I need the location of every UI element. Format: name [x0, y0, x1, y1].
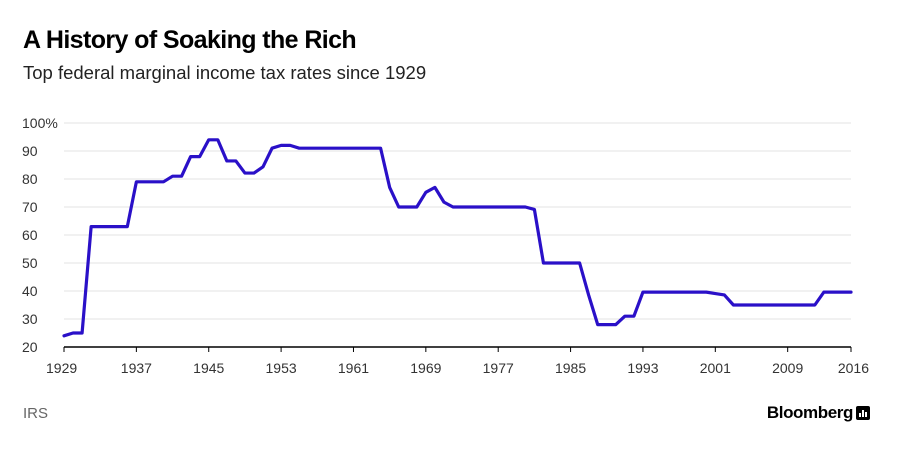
y-tick-label: 100% — [22, 115, 58, 131]
y-axis-labels: 20 30 40 50 60 70 80 90 100% — [22, 115, 58, 355]
series-line — [62, 138, 853, 338]
chart-subtitle: Top federal marginal income tax rates si… — [23, 62, 427, 83]
y-tick-label: 20 — [22, 339, 38, 355]
x-tick-label: 1977 — [483, 360, 514, 376]
x-tick-label: 1969 — [410, 360, 441, 376]
x-axis: 1929 1937 1945 1953 1961 1969 1977 1985 1993 2001… — [46, 346, 869, 376]
x-tick-label: 1945 — [193, 360, 224, 376]
x-tick-label: 1961 — [338, 360, 369, 376]
series-line-layer — [62, 138, 853, 338]
chart-title: A History of Soaking the Rich — [23, 26, 357, 54]
x-tick-label: 2016 — [838, 360, 869, 376]
y-tick-label: 40 — [22, 283, 38, 299]
y-tick-label: 90 — [22, 143, 38, 159]
gridlines — [64, 122, 851, 320]
y-tick-label: 30 — [22, 311, 38, 327]
y-tick-label: 70 — [22, 199, 38, 215]
x-tick-label: 2009 — [772, 360, 803, 376]
brand-name: Bloomberg — [766, 403, 854, 422]
x-tick-label: 1929 — [46, 360, 77, 376]
y-tick-label: 60 — [22, 227, 38, 243]
x-tick-label: 1937 — [121, 360, 152, 376]
x-tick-label: 2001 — [700, 360, 731, 376]
x-tick-label: 1985 — [555, 360, 586, 376]
y-tick-label: 50 — [22, 255, 38, 271]
bloomberg-logo: Bloomberg — [767, 403, 870, 423]
bloomberg-mark-icon — [856, 406, 870, 420]
y-tick-label: 80 — [22, 171, 38, 187]
x-tick-label: 1993 — [627, 360, 658, 376]
x-tick-label: 1953 — [266, 360, 297, 376]
source-note: IRS — [23, 405, 49, 422]
